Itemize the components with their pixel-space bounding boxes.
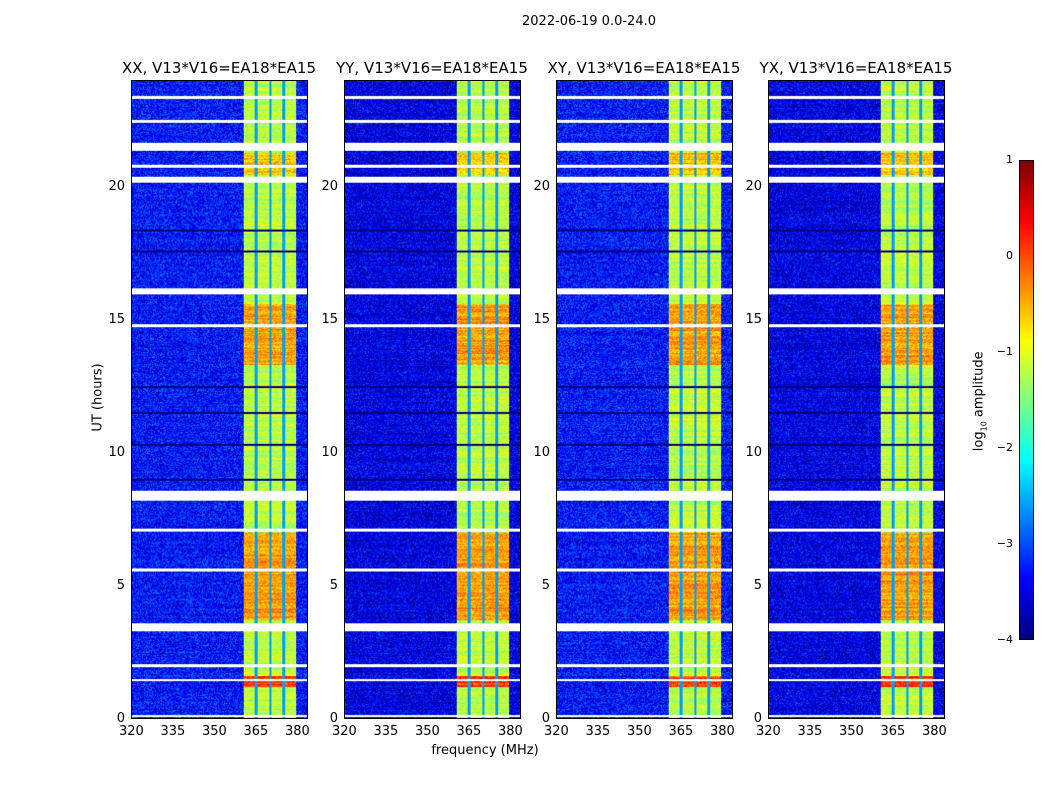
y-tick-label: 15 [533, 311, 550, 327]
x-tick-label: 335 [373, 724, 399, 739]
y-tick-label: 10 [533, 444, 550, 460]
y-tick-label: 20 [745, 178, 762, 194]
heatmap-cells [345, 81, 520, 718]
y-tick-label: 0 [329, 711, 338, 726]
colorbar-tick-label: −4 [996, 633, 1013, 646]
heatmap-panel [344, 80, 521, 719]
y-tick-label: 20 [321, 178, 338, 194]
colorbar-tick-label: −2 [996, 441, 1013, 454]
y-tick-label: 5 [541, 577, 550, 593]
x-tick-label: 365 [880, 724, 906, 739]
x-tick-label: 320 [119, 724, 144, 739]
x-tick-label: 320 [332, 724, 357, 739]
heatmap-panel [131, 80, 308, 719]
heatmap-cells [557, 81, 732, 718]
x-tick-label: 350 [414, 724, 440, 739]
colorbar-tick-label: 1 [1006, 153, 1013, 166]
colorbar [1019, 160, 1034, 640]
y-tick-label: 0 [753, 711, 762, 726]
y-tick-label: 5 [753, 577, 762, 593]
y-tick-label: 5 [329, 577, 338, 593]
x-tick-label: 365 [456, 724, 482, 739]
x-tick-label: 350 [201, 724, 227, 739]
y-tick-label: 10 [745, 444, 762, 460]
panel-title: YY, V13*V16=EA18*EA15 [336, 59, 528, 77]
x-tick-label: 380 [284, 724, 310, 739]
x-tick-label: 320 [544, 724, 569, 739]
figure-title: 2022-06-19 0.0-24.0 [522, 14, 656, 29]
panel-title: XX, V13*V16=EA18*EA15 [121, 59, 316, 77]
y-tick-label: 10 [108, 444, 125, 460]
heatmap-panel [768, 80, 945, 719]
heatmap-cells [769, 81, 944, 718]
x-axis-label: frequency (MHz) [431, 743, 539, 758]
x-tick-label: 335 [160, 724, 186, 739]
x-tick-label: 320 [756, 724, 781, 739]
x-tick-label: 365 [668, 724, 694, 739]
x-tick-label: 380 [497, 724, 523, 739]
y-tick-label: 5 [116, 577, 125, 593]
x-tick-label: 380 [709, 724, 735, 739]
x-tick-label: 350 [626, 724, 652, 739]
colorbar-label: log10 amplitude [971, 351, 989, 452]
y-tick-label: 15 [108, 311, 125, 327]
colorbar-tick-label: 0 [1006, 249, 1013, 262]
y-axis-label: UT (hours) [90, 363, 106, 432]
x-tick-label: 335 [797, 724, 823, 739]
y-tick-label: 20 [533, 178, 550, 194]
y-tick-label: 0 [541, 711, 550, 726]
x-tick-label: 380 [921, 724, 947, 739]
heatmap-cells [132, 81, 307, 718]
y-tick-label: 0 [116, 711, 125, 726]
x-tick-label: 350 [838, 724, 864, 739]
colorbar-tick-label: −3 [996, 537, 1013, 550]
x-tick-label: 365 [243, 724, 269, 739]
y-tick-label: 10 [321, 444, 338, 460]
colorbar-tick-label: −1 [996, 345, 1013, 358]
panel-title: YX, V13*V16=EA18*EA15 [759, 59, 953, 77]
y-tick-label: 15 [745, 311, 762, 327]
y-tick-label: 15 [321, 311, 338, 327]
heatmap-panel [556, 80, 733, 719]
panel-title: XY, V13*V16=EA18*EA15 [547, 59, 741, 77]
y-tick-label: 20 [108, 178, 125, 194]
x-tick-label: 335 [585, 724, 611, 739]
